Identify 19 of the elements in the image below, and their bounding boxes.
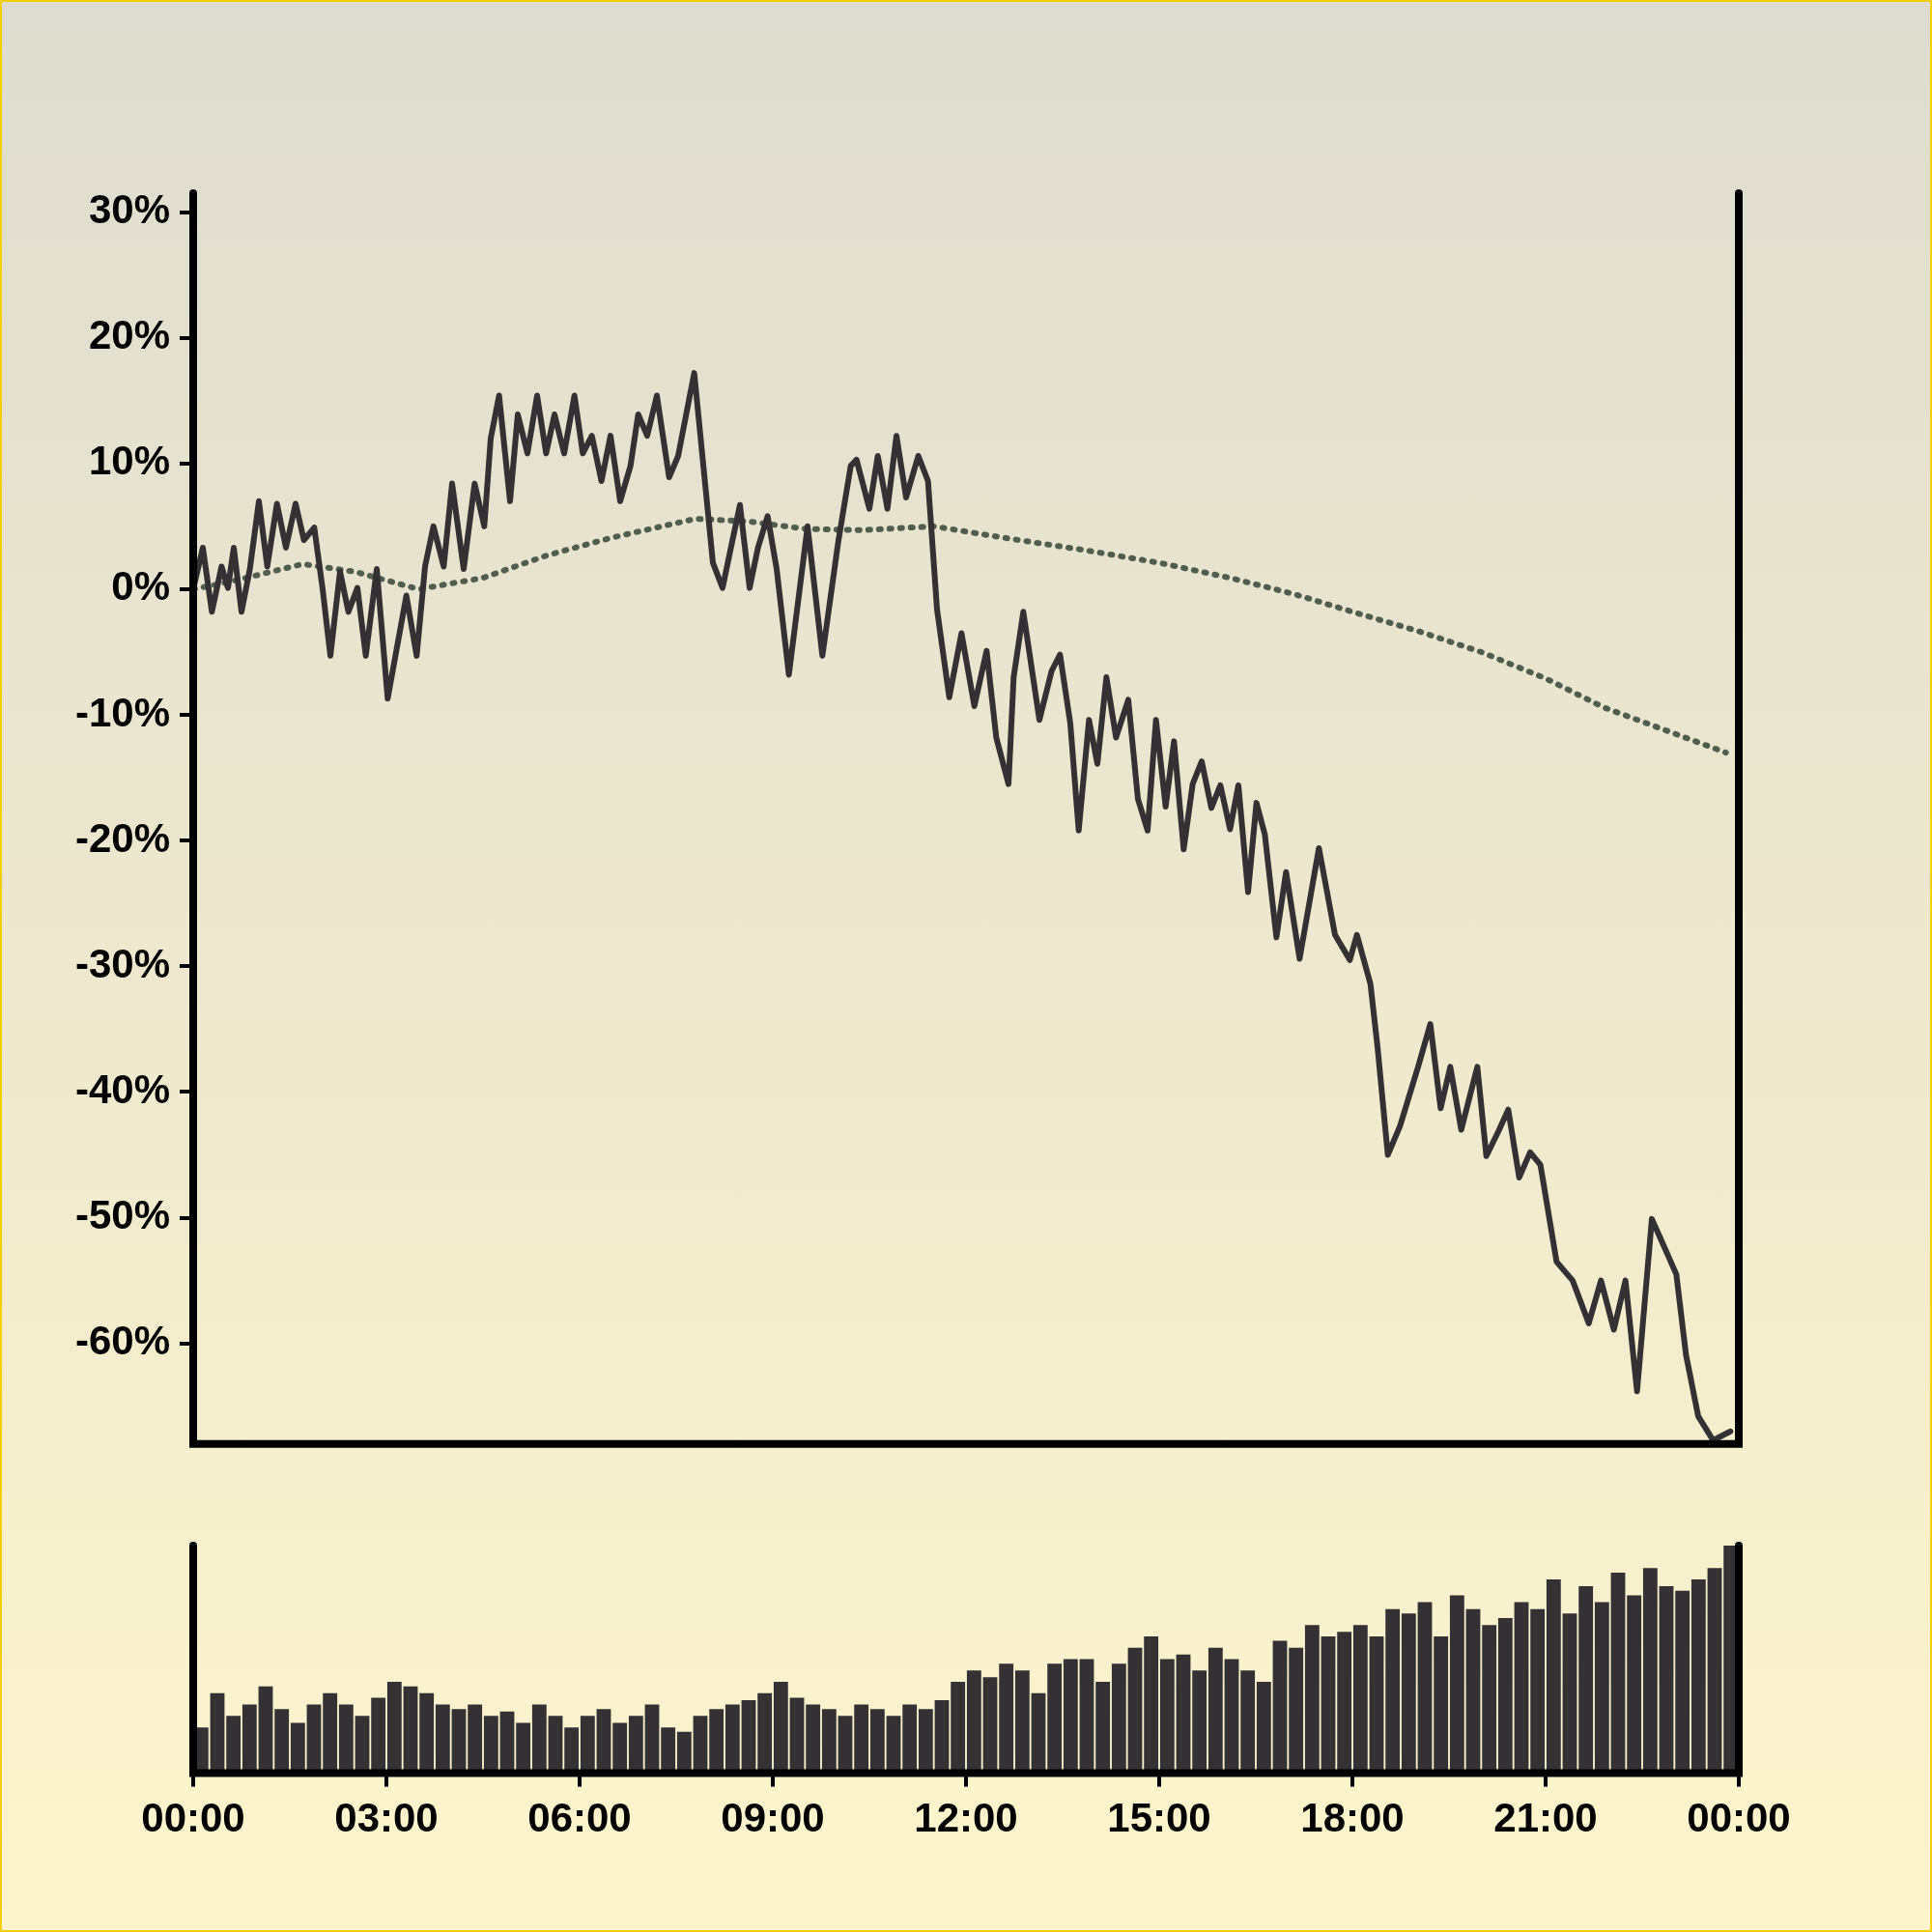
y-tick-label: -20% xyxy=(74,814,170,861)
x-tick-label: 15:00 xyxy=(1107,1795,1211,1841)
y-tick-label: 30% xyxy=(88,186,170,233)
x-tick-label: 00:00 xyxy=(1687,1795,1791,1841)
y-tick-label: 10% xyxy=(88,438,170,484)
y-tick-label: -40% xyxy=(74,1066,170,1113)
y-tick-label: 20% xyxy=(88,312,170,358)
x-tick-label: 21:00 xyxy=(1493,1795,1598,1841)
y-tick-label: -50% xyxy=(74,1192,170,1238)
x-tick-label: 03:00 xyxy=(334,1795,439,1841)
x-tick-label: 00:00 xyxy=(141,1795,245,1841)
x-tick-label: 18:00 xyxy=(1300,1795,1405,1841)
y-tick-label: -10% xyxy=(74,689,170,735)
y-tick-label: 0% xyxy=(111,563,170,610)
x-tick-label: 06:00 xyxy=(527,1795,632,1841)
y-tick-label: -60% xyxy=(74,1318,170,1364)
y-tick-label: -30% xyxy=(74,940,170,986)
x-tick-label: 12:00 xyxy=(914,1795,1018,1841)
x-tick-label: 09:00 xyxy=(721,1795,825,1841)
